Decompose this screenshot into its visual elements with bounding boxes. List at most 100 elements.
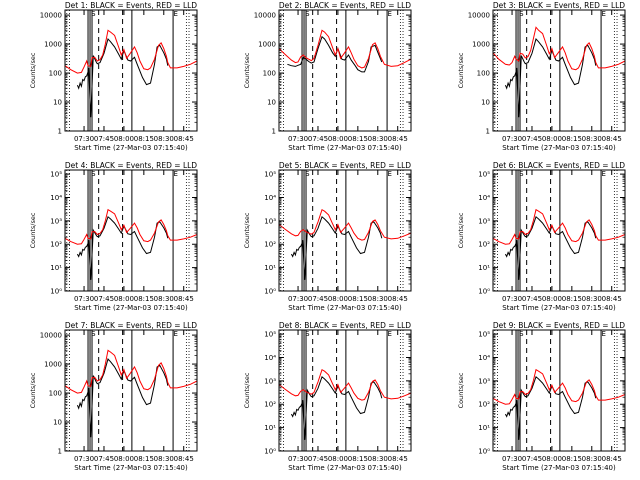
x-tick-label: 08:15 — [134, 295, 154, 303]
lld-series-line — [278, 368, 412, 401]
x-tick-label: 08:00 — [114, 455, 134, 463]
events-series-line — [76, 358, 169, 438]
y-tick-label: 10000 — [254, 12, 276, 20]
x-tick-label: 08:00 — [542, 295, 562, 303]
y-tick-label: 10⁰ — [478, 288, 490, 296]
x-axis-label: Start Time (27-Mar-03 07:15:40) — [74, 144, 188, 152]
detector-panel: 1 10 100 1000 10000 07:30 07:45 08:00 08:15 08:30… — [243, 1, 412, 152]
lld-series-line — [492, 26, 626, 71]
x-tick-label: 08:15 — [134, 455, 154, 463]
y-axis-label: Counts/sec — [457, 212, 465, 248]
plot-frame — [278, 329, 412, 452]
x-tick-label: 08:45 — [602, 455, 622, 463]
x-tick-label: 07:30 — [502, 295, 522, 303]
y-tick-label: 10⁴ — [264, 354, 276, 362]
x-tick-label: 08:30 — [154, 295, 174, 303]
start-marker-label: S — [519, 10, 524, 18]
y-tick-label: 10² — [50, 241, 62, 249]
x-tick-label: 07:45 — [94, 295, 114, 303]
x-tick-label: 07:45 — [522, 135, 542, 143]
events-series-line — [76, 215, 169, 280]
x-tick-label: 07:30 — [288, 295, 308, 303]
events-series-line — [504, 38, 597, 118]
end-marker-label: E — [388, 170, 392, 178]
y-tick-label: 100 — [49, 390, 62, 398]
detector-panel: 1 10 100 1000 10000 07:30 07:45 08:00 08:15 08:30… — [29, 1, 198, 152]
y-tick-label: 10⁵ — [264, 171, 276, 179]
lld-series-line — [278, 29, 412, 69]
x-tick-label: 08:00 — [542, 135, 562, 143]
x-axis-label: Start Time (27-Mar-03 07:15:40) — [502, 144, 616, 152]
y-tick-label: 10⁴ — [478, 194, 490, 202]
y-tick-label: 10⁵ — [50, 171, 62, 179]
y-tick-label: 10000 — [40, 332, 62, 340]
panel-title: Det 3: BLACK = Events, RED = LLD — [493, 1, 625, 10]
x-tick-label: 07:30 — [502, 455, 522, 463]
lld-series-line — [278, 208, 412, 241]
x-tick-label: 07:45 — [522, 295, 542, 303]
plot-frame — [64, 169, 198, 292]
x-tick-label: 08:00 — [114, 135, 134, 143]
y-tick-label: 10³ — [264, 377, 276, 385]
x-tick-label: 07:30 — [74, 135, 94, 143]
y-axis-label: Counts/sec — [29, 52, 37, 88]
y-axis-label: Counts/sec — [29, 212, 37, 248]
y-tick-label: 1 — [486, 128, 490, 136]
y-tick-label: 10⁰ — [264, 288, 276, 296]
y-tick-label: 10000 — [468, 12, 490, 20]
start-marker-label: S — [519, 330, 524, 338]
x-tick-label: 07:30 — [502, 135, 522, 143]
y-axis-label: Counts/sec — [29, 372, 37, 408]
y-tick-label: 10 — [53, 99, 62, 107]
x-tick-label: 08:15 — [348, 455, 368, 463]
x-axis-label: Start Time (27-Mar-03 07:15:40) — [288, 304, 402, 312]
end-marker-label: E — [388, 330, 392, 338]
start-marker-label: S — [519, 170, 524, 178]
y-tick-label: 1000 — [44, 41, 62, 49]
x-tick-label: 08:15 — [134, 135, 154, 143]
panel-title: Det 5: BLACK = Events, RED = LLD — [279, 161, 411, 170]
lld-series-line — [492, 208, 626, 245]
x-tick-label: 08:45 — [602, 295, 622, 303]
y-tick-label: 10² — [478, 401, 490, 409]
plot-frame — [278, 9, 412, 132]
y-tick-label: 10⁵ — [264, 331, 276, 339]
end-marker-label: E — [602, 330, 606, 338]
y-tick-label: 1000 — [258, 41, 276, 49]
events-series-line — [290, 215, 383, 280]
x-tick-label: 07:30 — [288, 455, 308, 463]
y-tick-label: 10⁵ — [478, 171, 490, 179]
y-tick-label: 10 — [267, 99, 276, 107]
x-tick-label: 08:30 — [368, 135, 388, 143]
end-marker-label: E — [174, 170, 178, 178]
y-tick-label: 1 — [58, 448, 62, 456]
y-tick-label: 10⁰ — [478, 448, 490, 456]
y-tick-label: 10⁴ — [50, 194, 62, 202]
panel-title: Det 9: BLACK = Events, RED = LLD — [493, 321, 625, 330]
plot-frame — [492, 9, 626, 132]
x-axis-label: Start Time (27-Mar-03 07:15:40) — [502, 304, 616, 312]
x-tick-label: 08:15 — [562, 135, 582, 143]
start-marker-label: S — [91, 330, 96, 338]
x-tick-label: 08:30 — [154, 455, 174, 463]
y-tick-label: 10¹ — [264, 424, 276, 432]
y-axis-label: Counts/sec — [457, 372, 465, 408]
events-series-line — [504, 215, 597, 280]
y-tick-label: 10⁴ — [478, 354, 490, 362]
x-tick-label: 08:45 — [388, 295, 408, 303]
lld-series-line — [492, 368, 626, 405]
x-tick-label: 08:45 — [602, 135, 622, 143]
y-axis-label: Counts/sec — [457, 52, 465, 88]
end-marker-label: E — [174, 330, 178, 338]
y-tick-label: 10 — [481, 99, 490, 107]
x-tick-label: 07:45 — [94, 135, 114, 143]
x-tick-label: 07:45 — [94, 455, 114, 463]
y-tick-label: 10⁰ — [264, 448, 276, 456]
y-tick-label: 10000 — [40, 12, 62, 20]
x-tick-label: 07:45 — [308, 295, 328, 303]
x-tick-label: 08:45 — [388, 135, 408, 143]
x-tick-label: 08:30 — [368, 455, 388, 463]
